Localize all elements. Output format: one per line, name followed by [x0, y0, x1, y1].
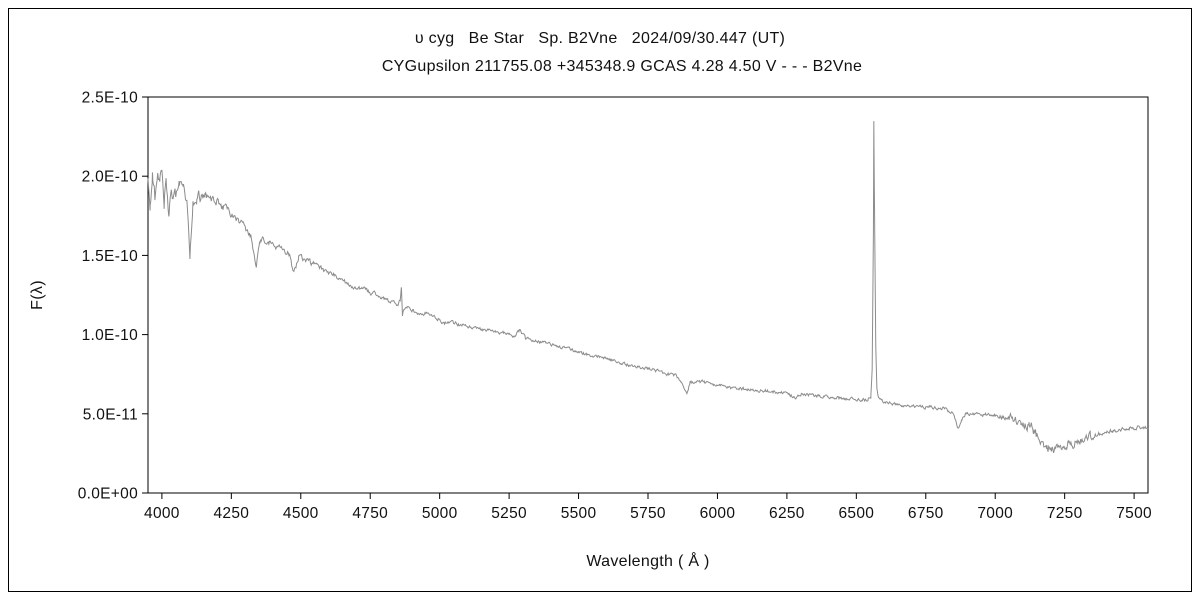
- x-tick-label: 5000: [422, 505, 458, 522]
- y-tick-label: 2.0E-10: [82, 169, 138, 186]
- x-tick-label: 7000: [977, 505, 1013, 522]
- x-tick-label: 6250: [769, 505, 805, 522]
- x-tick-label: 5250: [491, 505, 527, 522]
- y-tick-label: 0.0E+00: [78, 486, 138, 503]
- x-tick-label: 7250: [1047, 505, 1083, 522]
- y-axis-label: F(λ): [29, 280, 46, 310]
- spectrum-line: [147, 121, 1149, 454]
- x-tick-label: 5500: [561, 505, 597, 522]
- y-tick-label: 2.5E-10: [82, 90, 138, 107]
- plot-border: [147, 96, 1149, 494]
- outer-border: [8, 8, 1192, 592]
- x-tick-label: 5750: [630, 505, 666, 522]
- y-tick-label: 1.5E-10: [82, 248, 138, 265]
- chart-title: υ cyg Be Star Sp. B2Vne 2024/09/30.447 (…: [415, 30, 785, 47]
- x-tick-label: 4250: [213, 505, 249, 522]
- x-tick-label: 6750: [908, 505, 944, 522]
- y-tick-label: 5.0E-11: [83, 406, 138, 423]
- x-tick-label: 7500: [1116, 505, 1152, 522]
- x-tick-label: 4750: [352, 505, 388, 522]
- x-tick-label: 4500: [283, 505, 319, 522]
- chart-subtitle: CYGupsilon 211755.08 +345348.9 GCAS 4.28…: [382, 58, 862, 75]
- x-axis-label: Wavelength ( Å ): [586, 551, 709, 570]
- y-tick-label: 1.0E-10: [82, 327, 138, 344]
- x-tick-label: 4000: [144, 505, 180, 522]
- plot-area: 0.0E+00 5.0E-11 1.0E-10 1.5E-10 2.0E-10 2.5E-…: [78, 90, 1152, 523]
- x-tick-label: 6500: [838, 505, 874, 522]
- x-tick-label: 6000: [700, 505, 736, 522]
